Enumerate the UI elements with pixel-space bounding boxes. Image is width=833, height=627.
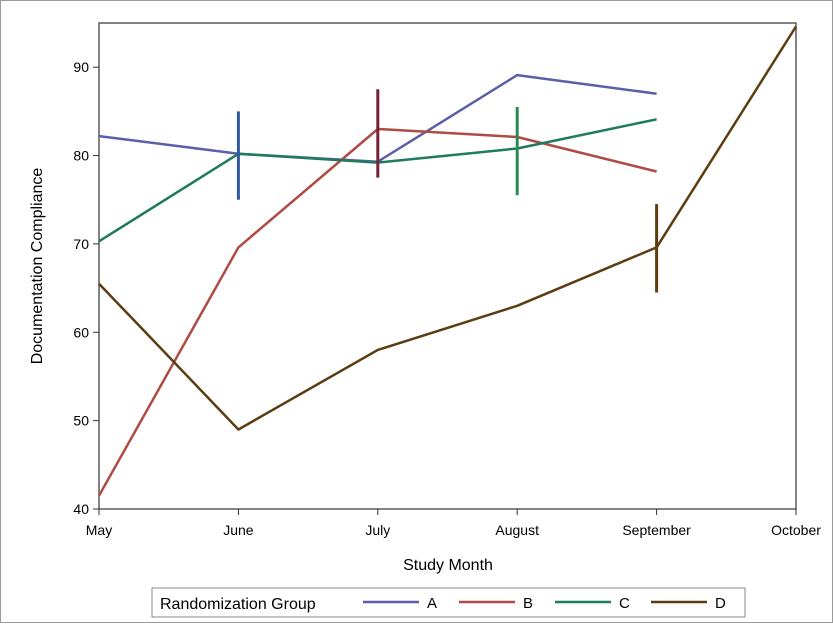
y-axis: 40 50 60 70 80 90	[73, 59, 99, 517]
y-tick-label: 80	[73, 148, 89, 164]
series-layer	[97, 25, 798, 497]
series-line-b	[97, 127, 657, 497]
x-tick-label: July	[365, 522, 390, 538]
x-axis: May June July August September October	[86, 509, 821, 538]
legend-label-c: C	[619, 595, 630, 612]
y-tick-label: 70	[73, 236, 89, 252]
y-tick-label: 90	[73, 59, 89, 75]
plot-area	[98, 22, 797, 510]
legend: Randomization Group A B C D	[151, 587, 746, 618]
x-tick-label: May	[86, 522, 112, 538]
x-tick-label: October	[771, 522, 821, 538]
x-tick-label: August	[495, 522, 539, 538]
x-axis-label: Study Month	[403, 557, 493, 574]
legend-box	[151, 587, 746, 618]
x-tick-label: June	[223, 522, 254, 538]
y-tick-label: 50	[73, 413, 89, 429]
y-tick-label: 40	[73, 501, 89, 517]
x-tick-label: September	[622, 522, 691, 538]
legend-title: Randomization Group	[160, 596, 316, 613]
error-bar-layer	[236, 89, 659, 293]
y-tick-label: 60	[73, 324, 89, 340]
y-axis-label: Documentation Compliance	[29, 168, 46, 365]
legend-label-a: A	[427, 595, 437, 612]
legend-label-b: B	[523, 595, 533, 612]
series-line-d	[98, 25, 798, 431]
legend-label-d: D	[715, 595, 726, 612]
